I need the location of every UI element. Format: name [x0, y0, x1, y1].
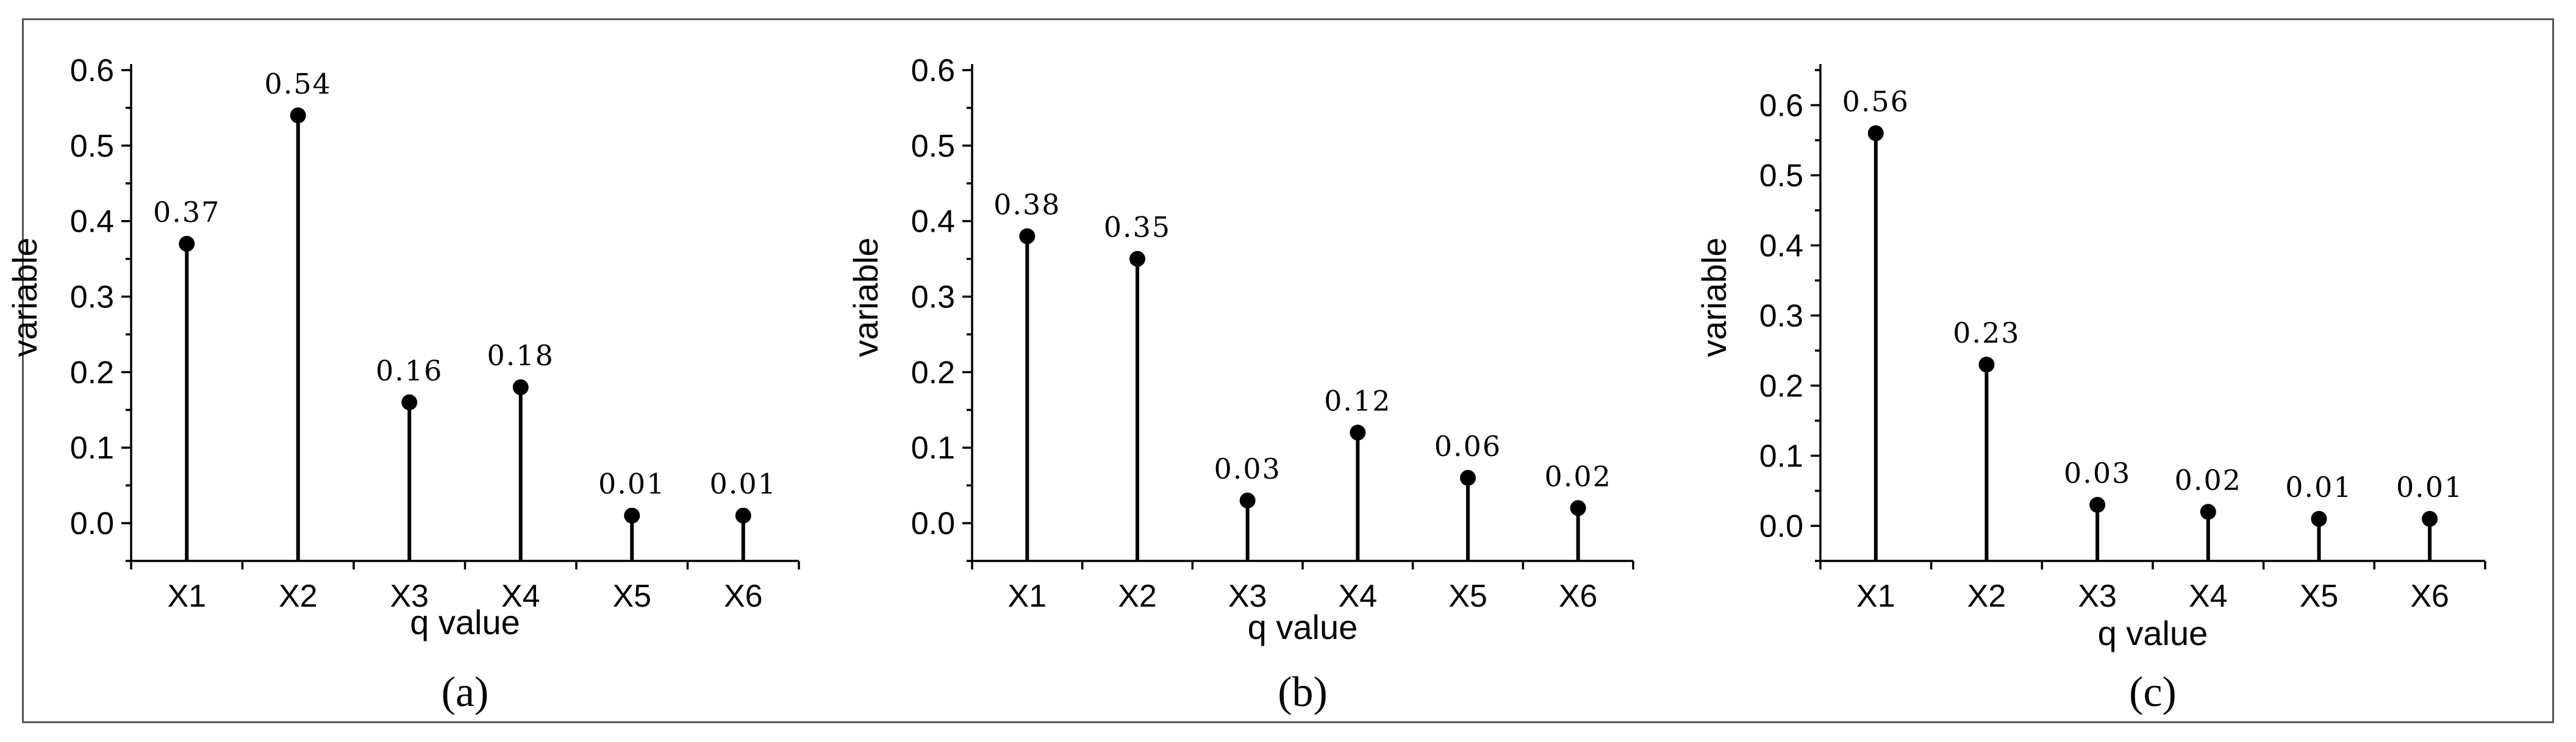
y-tick-label: 0.3 [1759, 299, 1803, 334]
data-label: 0.01 [598, 468, 665, 501]
x-tick-label: X4 [1339, 579, 1378, 614]
y-tick-label: 0.5 [1759, 159, 1803, 194]
stem-marker [2311, 511, 2327, 527]
data-label: 0.12 [1324, 384, 1391, 417]
y-tick-label: 0.4 [70, 204, 114, 240]
x-tick-label: X2 [1118, 579, 1157, 614]
stem-marker [735, 507, 751, 524]
data-label: 0.35 [1104, 211, 1171, 244]
y-tick-label: 0.2 [911, 355, 955, 390]
x-tick-label: X4 [2189, 579, 2228, 614]
x-tick-label: X1 [167, 579, 206, 614]
x-axis-title: q value [1248, 608, 1358, 646]
y-tick-label: 0.6 [70, 53, 114, 88]
stem-marker [1239, 492, 1256, 508]
x-tick-label: X4 [501, 579, 540, 614]
y-axis-title: variable [846, 237, 885, 357]
x-tick-label: X1 [1008, 579, 1047, 614]
stem-marker [624, 507, 640, 524]
x-axis-title: q value [410, 603, 520, 641]
data-label: 0.01 [710, 468, 777, 501]
stem-marker [1867, 125, 1884, 141]
x-axis-title: q value [2098, 614, 2208, 652]
y-tick-label: 0.6 [1759, 88, 1803, 124]
x-tick-label: X6 [724, 579, 763, 614]
y-axis-title: variable [5, 237, 44, 357]
x-tick-label: X3 [390, 579, 429, 614]
panel-caption: (a) [442, 669, 489, 716]
y-tick-label: 0.5 [911, 129, 955, 164]
stem-marker [1460, 469, 1476, 486]
x-tick-label: X1 [1856, 579, 1895, 614]
y-tick-label: 0.2 [1759, 369, 1803, 404]
y-tick-label: 0.0 [70, 506, 114, 541]
y-tick-label: 0.1 [911, 430, 955, 466]
y-tick-label: 0.3 [70, 280, 114, 315]
y-tick-label: 0.3 [911, 280, 955, 315]
stem-marker [2089, 497, 2106, 513]
x-tick-label: X2 [279, 579, 318, 614]
y-tick-label: 0.2 [70, 355, 114, 390]
y-tick-label: 0.4 [1759, 229, 1803, 264]
data-label: 0.37 [153, 196, 220, 229]
data-label: 0.03 [1214, 452, 1281, 485]
stem-marker [1350, 424, 1366, 441]
data-label: 0.02 [1544, 460, 1611, 493]
stem-marker [512, 379, 529, 396]
panel-caption: (b) [1278, 669, 1328, 716]
y-tick-label: 0.1 [1759, 439, 1803, 474]
stem-marker [1570, 500, 1586, 516]
x-tick-label: X3 [2078, 579, 2117, 614]
data-label: 0.03 [2064, 457, 2131, 490]
data-label: 0.18 [487, 339, 554, 372]
x-tick-label: X5 [2300, 579, 2339, 614]
stem-marker [1129, 251, 1145, 267]
y-tick-label: 0.6 [911, 53, 955, 88]
y-tick-label: 0.4 [911, 204, 955, 240]
y-tick-label: 0.1 [70, 430, 114, 466]
stem-marker [401, 394, 418, 410]
x-tick-label: X2 [1967, 579, 2006, 614]
y-tick-label: 0.0 [911, 506, 955, 541]
stem-marker [179, 235, 195, 252]
x-tick-label: X5 [1448, 579, 1487, 614]
y-tick-label: 0.5 [70, 129, 114, 164]
y-axis-title: variable [1695, 237, 1733, 357]
data-label: 0.01 [2285, 471, 2352, 504]
data-label: 0.56 [1842, 85, 1909, 118]
x-tick-label: X6 [1559, 579, 1598, 614]
stem-marker [290, 107, 306, 124]
stem-marker [2200, 504, 2216, 520]
panel-caption: (c) [2129, 669, 2177, 716]
x-tick-label: X5 [612, 579, 651, 614]
data-label: 0.06 [1434, 430, 1501, 463]
data-label: 0.02 [2175, 464, 2242, 497]
data-label: 0.38 [993, 188, 1061, 221]
stem-marker [1978, 357, 1995, 373]
y-tick-label: 0.0 [1759, 509, 1803, 544]
stem-marker [1019, 228, 1036, 244]
stem-marker [2422, 511, 2438, 527]
x-tick-label: X6 [2410, 579, 2449, 614]
data-label: 0.01 [2396, 471, 2463, 504]
figure-frame [22, 18, 2554, 723]
data-label: 0.23 [1953, 316, 2020, 349]
data-label: 0.54 [265, 67, 332, 100]
x-tick-label: X3 [1228, 579, 1267, 614]
data-label: 0.16 [376, 354, 443, 387]
